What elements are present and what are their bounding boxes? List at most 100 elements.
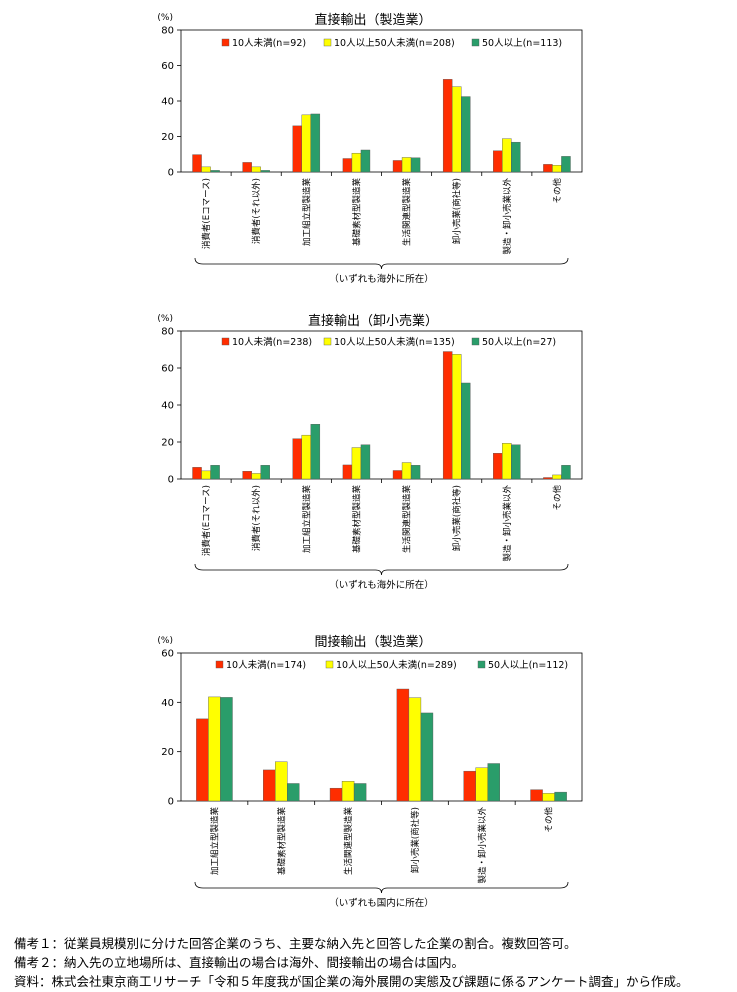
bar: [542, 793, 555, 802]
plot-frame: [180, 652, 583, 802]
chart-title: 直接輸出（製造業）: [314, 12, 431, 28]
x-tick-label: 基礎素材型製造業: [276, 807, 287, 876]
bar: [552, 474, 562, 480]
x-tick-label: 加工組立型製造業: [301, 485, 312, 554]
bar: [242, 471, 252, 480]
y-tick-label: 0: [168, 475, 174, 486]
bar: [220, 697, 233, 802]
x-tick-label: その他: [552, 178, 563, 204]
legend-swatch: [477, 660, 486, 669]
bar: [543, 164, 553, 173]
y-tick-label: 20: [161, 438, 174, 449]
legend-swatch: [221, 337, 230, 346]
legend-swatch: [221, 38, 230, 47]
group-brace: [194, 257, 569, 270]
x-tick-label: 消費者(Eコマース): [201, 485, 212, 556]
bar: [260, 170, 270, 173]
x-tick-label: 製造・卸小売業以外: [477, 807, 488, 884]
bar: [360, 149, 371, 173]
x-tick-label: 卸小売業(商社等): [452, 485, 463, 551]
y-tick-label: 60: [161, 649, 174, 660]
legend-swatch: [325, 660, 334, 669]
bar: [530, 789, 543, 802]
group-brace: [194, 881, 569, 894]
bar: [251, 166, 261, 173]
chart-title: 間接輸出（製造業）: [314, 634, 431, 650]
legend-label: 10人未満(n=238): [232, 336, 312, 348]
bar: [301, 434, 312, 480]
chart-2: 直接輸出（卸小売業） (%) 0 20 40 60 80 消費者(Eコマース) 消費者(それ以外…: [157, 313, 583, 591]
x-tick-label: 消費者(Eコマース): [201, 178, 212, 249]
bar: [502, 443, 512, 480]
bar: [196, 718, 209, 802]
x-tick-label: その他: [552, 485, 563, 511]
x-tick-label: 卸小売業(商社等): [410, 807, 421, 873]
legend-label: 10人以上50人未満(n=208): [334, 37, 455, 49]
bar: [210, 170, 220, 173]
bar: [493, 453, 503, 480]
y-axis-unit: (%): [157, 314, 173, 324]
y-tick-label: 40: [161, 97, 174, 108]
y-tick-label: 60: [161, 364, 174, 375]
bar: [208, 696, 221, 802]
y-tick-label: 60: [161, 61, 174, 72]
bar: [511, 141, 521, 173]
legend-swatch: [215, 660, 224, 669]
legend-label: 10人以上50人未満(n=135): [334, 336, 455, 348]
charts-canvas: 直接輸出（製造業） (%) 0 20 40 60 80 消費者(Eコマース) 消費者(それ以外)…: [157, 12, 583, 909]
bar: [410, 157, 421, 173]
x-tick-label: 生活関連型製造業: [402, 178, 413, 247]
group-note: （いずれも海外に所在）: [329, 273, 434, 285]
bar: [310, 113, 321, 173]
chart-1: 直接輸出（製造業） (%) 0 20 40 60 80 消費者(Eコマース) 消費者(それ以外)…: [157, 12, 583, 285]
bar: [451, 354, 462, 480]
bar: [396, 688, 410, 802]
bar: [260, 465, 270, 480]
bar: [561, 156, 571, 173]
x-tick-label: 生活関連型製造業: [343, 807, 354, 876]
bar: [460, 382, 471, 480]
legend-label: 10人未満(n=92): [232, 37, 306, 49]
bar: [310, 424, 321, 480]
legend-label: 50人以上(n=112): [488, 660, 568, 671]
y-tick-label: 40: [161, 698, 174, 709]
bar: [210, 465, 220, 480]
legend-label: 50人以上(n=27): [482, 337, 556, 348]
bar: [502, 138, 512, 173]
bar: [392, 160, 403, 173]
bar: [360, 444, 371, 480]
bar: [192, 467, 202, 480]
x-tick-label: 基礎素材型製造業: [351, 178, 362, 247]
bar: [460, 96, 471, 173]
legend-swatch: [323, 38, 332, 47]
bar: [342, 464, 353, 480]
bar: [292, 125, 303, 173]
y-tick-label: 80: [161, 26, 174, 37]
bar: [329, 787, 343, 802]
bar: [554, 791, 567, 802]
note-1: 備考１：従業員規模別に分けた回答企業のうち、主要な納入先と回答した企業の割合。複…: [14, 936, 577, 951]
bar: [401, 462, 412, 480]
x-tick-label: 消費者(それ以外): [251, 485, 262, 551]
bar: [351, 152, 362, 173]
x-tick-label: 基礎素材型製造業: [351, 485, 362, 554]
y-axis-unit: (%): [157, 636, 173, 646]
bar: [511, 444, 521, 480]
legend-label: 10人未満(n=174): [226, 659, 306, 671]
bar: [353, 783, 367, 802]
chart-title: 直接輸出（卸小売業）: [308, 313, 438, 329]
bar: [342, 158, 353, 173]
bar: [292, 438, 303, 480]
bar: [442, 79, 453, 173]
plot-frame: [180, 29, 583, 173]
bar: [392, 470, 403, 480]
plot-frame: [180, 330, 583, 480]
bar: [401, 157, 412, 173]
legend-label: 50人以上(n=113): [482, 38, 562, 49]
note-2: 備考２：納入先の立地場所は、直接輸出の場合は海外、間接輸出の場合は国内。: [14, 955, 465, 970]
legend-label: 10人以上50人未満(n=289): [336, 659, 457, 671]
y-tick-label: 0: [168, 168, 174, 179]
bar: [201, 470, 211, 480]
bar: [351, 447, 362, 480]
bar: [561, 465, 571, 480]
